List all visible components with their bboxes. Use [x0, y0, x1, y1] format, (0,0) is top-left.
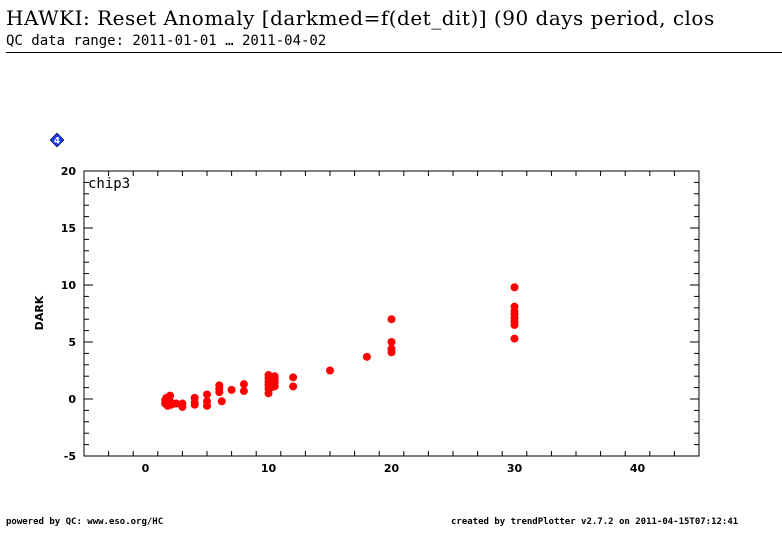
data-point — [270, 375, 279, 384]
data-point — [239, 387, 248, 396]
y-tick-label: 10 — [61, 279, 77, 292]
x-tick-label: 0 — [142, 462, 150, 475]
badge-diamond — [50, 133, 64, 147]
data-point — [178, 399, 187, 408]
data-point — [326, 366, 334, 375]
data-point — [172, 399, 181, 408]
data-point — [203, 390, 211, 399]
plot-frame — [83, 170, 700, 457]
data-point — [166, 391, 175, 400]
x-tick-label: 10 — [261, 462, 277, 475]
data-point — [289, 373, 298, 382]
page-title: HAWKI: Reset Anomaly [darkmed=f(det_dit)… — [6, 6, 715, 30]
data-point — [217, 397, 226, 406]
data-point — [510, 334, 519, 343]
footer-created-by: created by trendPlotter v2.7.2 on 2011-0… — [451, 517, 739, 527]
y-tick-label: 5 — [68, 336, 76, 349]
data-point — [239, 380, 248, 389]
y-tick-label: 15 — [61, 222, 76, 235]
data-point — [387, 348, 396, 357]
y-tick-label: 0 — [68, 393, 76, 406]
badge-number: 4 — [54, 137, 60, 147]
y-tick-label: 20 — [61, 165, 77, 178]
data-point — [270, 382, 279, 391]
data-range-subtitle: QC data range: 2011-01-01 … 2011-04-02 — [6, 33, 327, 49]
data-point — [227, 385, 236, 394]
data-point — [203, 401, 211, 410]
x-tick-label: 30 — [507, 462, 523, 475]
x-tick-label: 40 — [630, 462, 646, 475]
header-divider — [6, 52, 782, 53]
y-axis-label: DARK — [33, 295, 46, 330]
data-point — [190, 400, 199, 409]
data-point — [510, 283, 519, 292]
y-tick-label: -5 — [64, 450, 76, 463]
data-point — [215, 388, 224, 397]
data-point — [510, 320, 519, 329]
footer-powered-by: powered by QC: www.eso.org/HC — [6, 517, 164, 527]
data-point — [289, 382, 298, 391]
x-tick-label: 20 — [384, 462, 400, 475]
diamond-badge-icon: 4 — [50, 133, 64, 147]
panel-label: chip3 — [88, 176, 130, 192]
data-point — [387, 338, 396, 346]
data-point — [362, 352, 371, 361]
data-point — [387, 315, 396, 324]
